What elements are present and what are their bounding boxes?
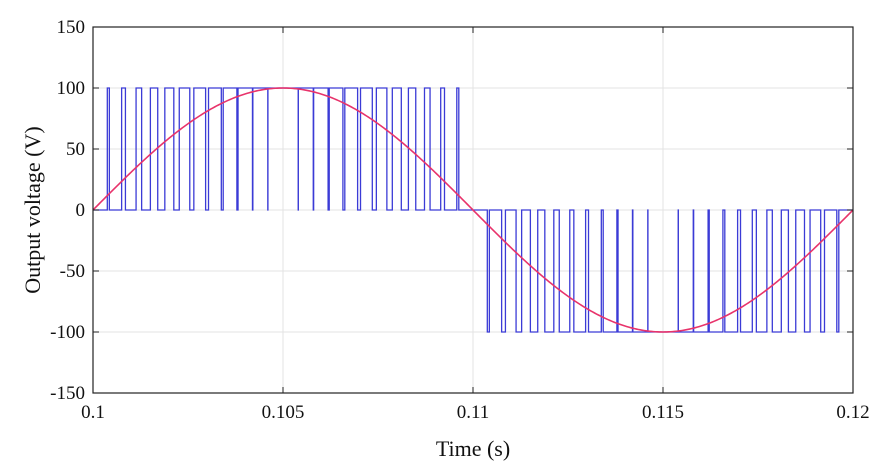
x-tick-label: 0.12 — [836, 402, 869, 423]
y-tick-label: 50 — [66, 139, 85, 160]
x-tick-label: 0.11 — [457, 402, 490, 423]
y-axis-title: Output voltage (V) — [20, 126, 45, 293]
ticks: 0.1 0.105 0.11 0.115 0.12 150 100 50 0 -50 -100 -15… — [50, 17, 869, 423]
y-tick-label: 0 — [76, 200, 86, 221]
y-tick-label: -50 — [60, 261, 85, 282]
series-layer — [92, 87, 854, 333]
y-tick-label: -150 — [50, 383, 85, 404]
x-tick-label: 0.1 — [81, 402, 105, 423]
fundamental-sine-line — [92, 87, 854, 333]
x-tick-label: 0.115 — [642, 402, 684, 423]
x-tick-label: 0.105 — [262, 402, 305, 423]
x-axis-title: Time (s) — [436, 436, 510, 461]
y-tick-label: -100 — [50, 322, 85, 343]
y-tick-label: 100 — [57, 78, 86, 99]
y-tick-label: 150 — [57, 17, 86, 38]
